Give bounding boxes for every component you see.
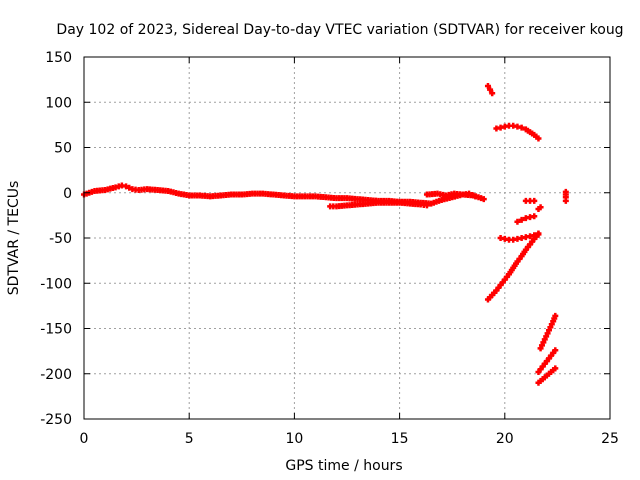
x-tick-label: 15 [391, 431, 409, 447]
x-tick-label: 20 [496, 431, 514, 447]
y-tick-label: 100 [45, 95, 72, 111]
data-point [535, 230, 542, 237]
y-tick-label: -250 [40, 412, 72, 428]
data-point [484, 82, 491, 89]
data-point [489, 90, 496, 97]
y-tick-label: 150 [45, 50, 72, 66]
data-point [514, 218, 521, 225]
y-tick-label: 50 [54, 141, 72, 157]
data-point [472, 193, 479, 200]
y-tick-label: -150 [40, 322, 72, 338]
data-point [535, 135, 542, 142]
x-axis-label: GPS time / hours [285, 458, 402, 474]
data-point [552, 312, 559, 319]
data-point [552, 347, 559, 354]
data-point [562, 188, 569, 195]
data-point [537, 204, 544, 211]
axis-ticks: 0 5 10 15 20 25 150 100 50 0 -50 -100 -150 -200 -250 [40, 50, 619, 447]
data-point [531, 197, 538, 204]
y-tick-label: -50 [49, 231, 72, 247]
y-axis-label: SDTVAR / TECUs [6, 181, 22, 296]
chart-title: Day 102 of 2023, Sidereal Day-to-day VTE… [56, 22, 623, 38]
data-point [518, 124, 525, 131]
data-point [487, 86, 494, 93]
x-tick-label: 10 [285, 431, 303, 447]
data-point [518, 216, 525, 223]
data-point [423, 202, 430, 209]
data-point [552, 365, 559, 372]
y-tick-label: -200 [40, 367, 72, 383]
data-point [531, 232, 538, 239]
y-tick-label: -100 [40, 276, 72, 292]
data-point [480, 196, 487, 203]
x-tick-label: 25 [601, 431, 619, 447]
y-tick-label: 0 [63, 186, 72, 202]
data-points [81, 82, 569, 386]
x-tick-label: 0 [80, 431, 89, 447]
data-point [531, 213, 538, 220]
x-tick-label: 5 [185, 431, 194, 447]
